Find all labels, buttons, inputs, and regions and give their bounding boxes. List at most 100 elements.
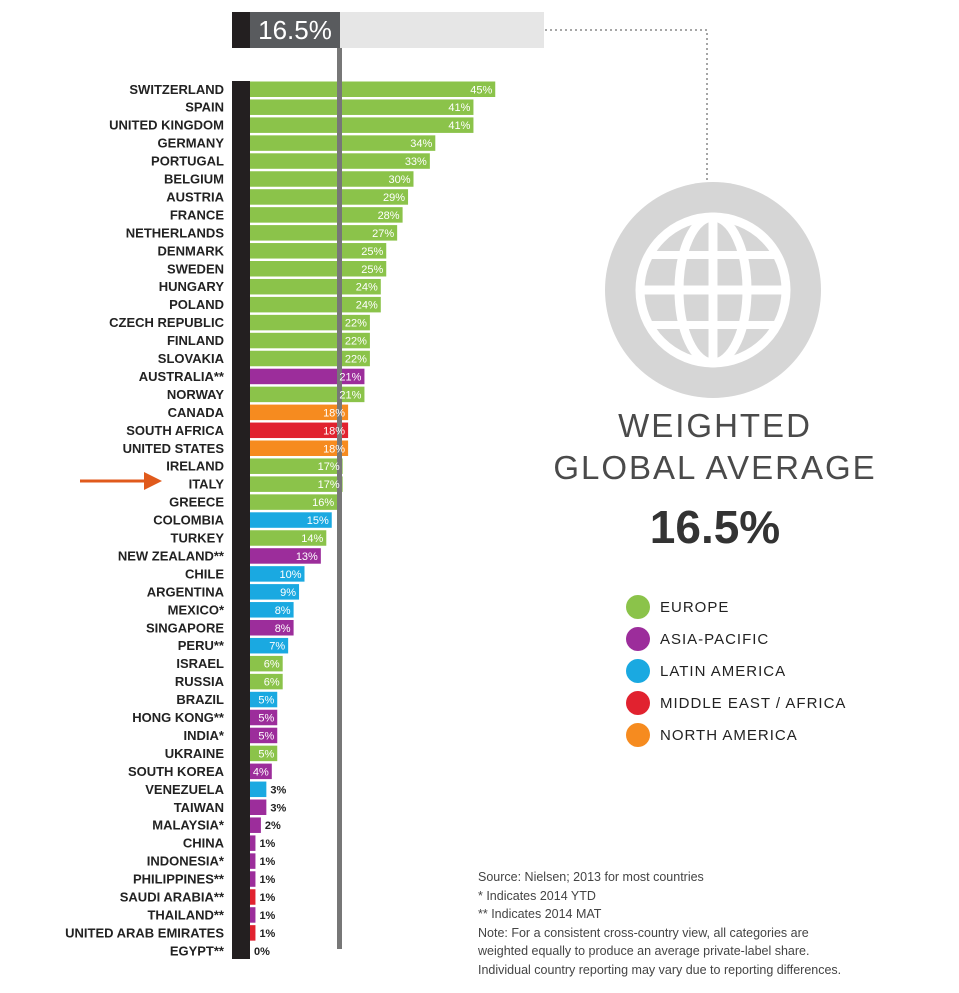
top-value-label: 16.5% <box>258 15 332 45</box>
bar <box>250 243 387 259</box>
legend-swatch <box>626 627 650 651</box>
bar <box>250 727 278 744</box>
bar <box>250 386 365 403</box>
legend: EUROPE ASIA-PACIFIC LATIN AMERICA MIDDLE EA… <box>626 591 846 751</box>
category-label: THAILAND** <box>147 907 224 922</box>
value-label: 41% <box>448 102 470 114</box>
note-line: Source: Nielsen; 2013 for most countries <box>478 870 704 884</box>
value-label: 1% <box>259 910 275 922</box>
bar <box>250 225 398 241</box>
category-label: POLAND <box>169 297 224 312</box>
bar <box>250 889 256 905</box>
value-label: 17% <box>318 479 340 491</box>
value-label: 5% <box>258 730 274 742</box>
category-label: HUNGARY <box>159 279 225 294</box>
category-label: TURKEY <box>171 531 225 546</box>
value-label: 1% <box>259 856 275 868</box>
value-label: 21% <box>339 389 361 401</box>
category-label: UNITED ARAB EMIRATES <box>65 925 224 940</box>
globe-icon <box>605 182 821 398</box>
value-label: 9% <box>280 587 296 599</box>
bar <box>250 925 256 941</box>
value-label: 24% <box>356 282 378 294</box>
category-label: ITALY <box>189 477 225 492</box>
bar <box>250 620 294 636</box>
value-label: 30% <box>388 174 410 186</box>
category-label: MALAYSIA* <box>152 818 225 833</box>
notes: Source: Nielsen; 2013 for most countries… <box>478 868 841 979</box>
category-label: SLOVAKIA <box>158 351 225 366</box>
note-line: * Indicates 2014 YTD <box>478 888 596 903</box>
category-label: UNITED KINGDOM <box>109 118 224 133</box>
legend-swatch <box>626 691 650 715</box>
category-label: RUSSIA <box>175 674 225 689</box>
bar <box>250 907 256 923</box>
value-label: 16% <box>312 497 334 509</box>
legend-label: MIDDLE EAST / AFRICA <box>660 694 847 712</box>
category-label: PERU** <box>178 638 225 653</box>
note-line: Note: For a consistent cross-country vie… <box>478 925 809 940</box>
bar <box>250 602 294 618</box>
category-label: AUSTRALIA** <box>139 369 225 384</box>
value-label: 22% <box>345 318 367 330</box>
bar <box>250 691 278 708</box>
category-label: GERMANY <box>158 136 225 151</box>
summary-title: WEIGHTED GLOBAL AVERAGE <box>540 405 890 489</box>
category-label: NEW ZEALAND** <box>118 548 225 563</box>
value-label: 14% <box>301 533 323 545</box>
legend-label: ASIA-PACIFIC <box>660 630 770 648</box>
bar <box>250 117 474 133</box>
value-label: 5% <box>258 695 274 707</box>
category-label: VENEZUELA <box>145 782 224 797</box>
value-label: 6% <box>264 659 280 671</box>
bar <box>250 745 278 762</box>
category-label: NETHERLANDS <box>126 225 225 240</box>
category-label: SPAIN <box>185 100 224 115</box>
bar <box>250 584 300 600</box>
bar <box>250 189 409 205</box>
value-label: 0% <box>254 946 270 958</box>
value-label: 18% <box>323 407 345 419</box>
value-label: 45% <box>470 84 492 96</box>
bar <box>250 548 321 564</box>
value-label: 24% <box>356 300 378 312</box>
value-label: 1% <box>259 892 275 904</box>
category-label: ARGENTINA <box>147 584 225 599</box>
note-line: weighted equally to produce an average p… <box>478 944 810 958</box>
legend-item: NORTH AMERICA <box>626 719 846 751</box>
category-label: FINLAND <box>167 333 224 348</box>
category-label: NORWAY <box>167 387 224 402</box>
summary-title-line1: WEIGHTED <box>618 407 812 444</box>
value-label: 8% <box>275 605 291 617</box>
bar <box>250 512 332 528</box>
legend-swatch <box>626 659 650 683</box>
bar <box>250 278 381 295</box>
top-value-bar-dark <box>232 12 250 48</box>
connector-line <box>545 29 708 188</box>
bar <box>250 530 327 546</box>
bar <box>250 566 305 582</box>
bar <box>250 637 289 654</box>
bar <box>250 440 349 456</box>
value-label: 5% <box>258 713 274 725</box>
value-label: 33% <box>405 156 427 168</box>
bar <box>250 817 261 833</box>
value-label: 5% <box>258 748 274 760</box>
value-label: 15% <box>307 515 329 527</box>
value-label: 4% <box>253 766 269 778</box>
category-label: SOUTH KOREA <box>128 764 225 779</box>
bar <box>250 835 256 851</box>
value-label: 1% <box>259 838 275 850</box>
category-label: ISRAEL <box>176 656 224 671</box>
category-label: BELGIUM <box>164 172 224 187</box>
category-label: CHINA <box>183 836 225 851</box>
category-label: EGYPT** <box>170 943 225 958</box>
category-label: SAUDI ARABIA** <box>120 890 225 905</box>
average-line <box>337 48 342 949</box>
value-label: 1% <box>259 928 275 940</box>
category-label: FRANCE <box>170 207 224 222</box>
legend-label: LATIN AMERICA <box>660 662 787 680</box>
bar <box>250 368 365 385</box>
value-label: 17% <box>318 461 340 473</box>
category-label: TAIWAN <box>174 800 224 815</box>
